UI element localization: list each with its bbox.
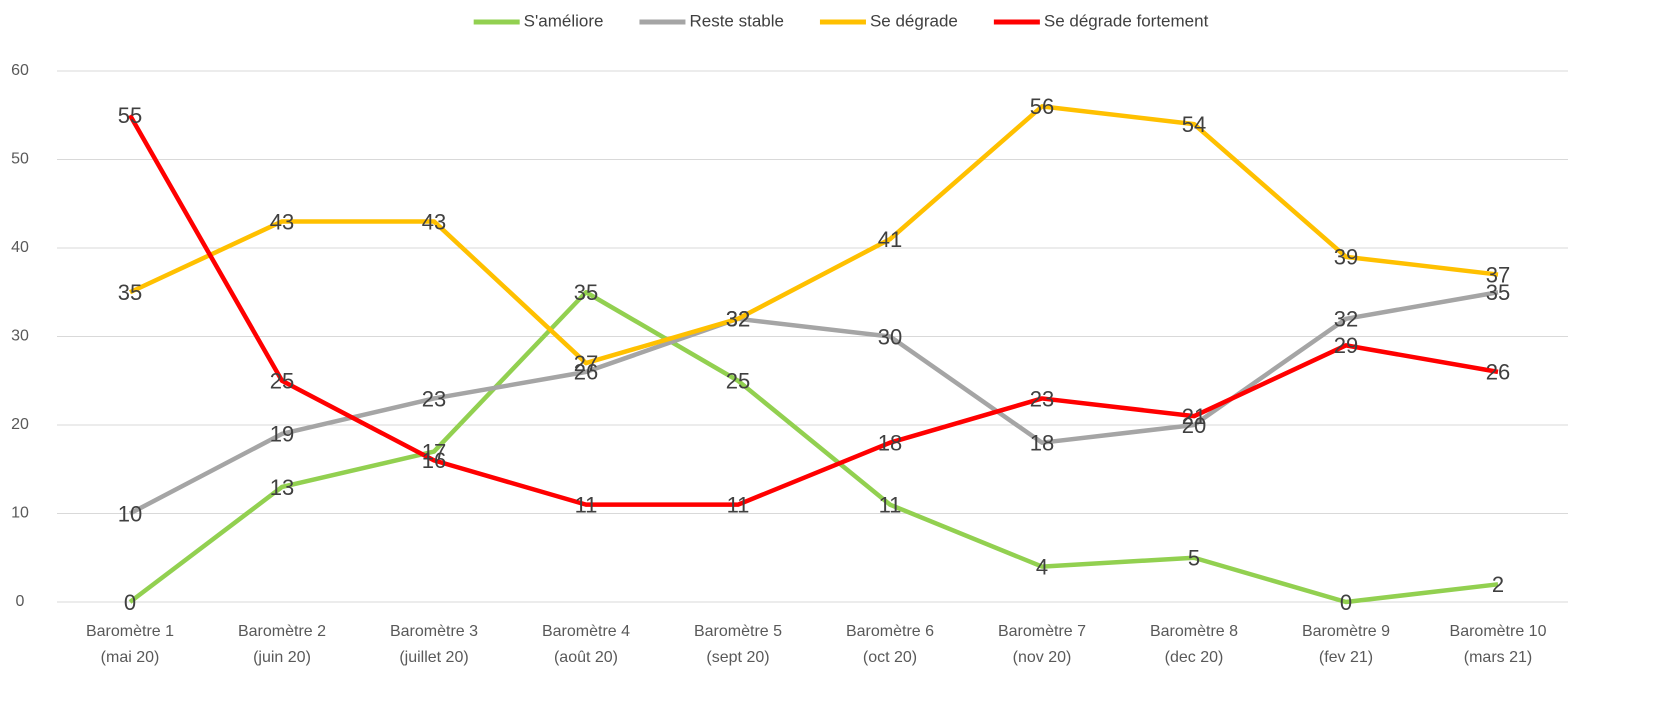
data-label: 37 <box>1486 262 1510 287</box>
data-label: 20 <box>1182 413 1206 438</box>
y-tick-label: 30 <box>11 328 29 345</box>
series-line <box>128 290 1499 516</box>
x-tick-label: (juillet 20) <box>399 649 468 666</box>
data-label: 0 <box>1340 590 1352 615</box>
data-label: 4 <box>1036 554 1048 579</box>
data-label: 32 <box>726 307 750 332</box>
data-label: 39 <box>1334 245 1358 270</box>
x-tick-label: (fev 21) <box>1319 649 1373 666</box>
x-tick-label: (sept 20) <box>706 649 769 666</box>
y-tick-label: 20 <box>11 416 29 433</box>
data-label: 32 <box>726 307 750 332</box>
data-label: 25 <box>270 369 294 394</box>
y-tick-label: 50 <box>11 151 29 168</box>
data-label: 43 <box>270 209 294 234</box>
legend: S'améliore Reste stable Se dégrade Se dégra… <box>473 11 1209 30</box>
x-tick-label: Baromètre 10 <box>1450 623 1547 640</box>
data-label: 23 <box>1030 386 1054 411</box>
data-label: 5 <box>1188 546 1200 571</box>
x-tick-label: (dec 20) <box>1165 649 1224 666</box>
data-label: 21 <box>1182 404 1206 429</box>
data-label: 11 <box>575 492 598 517</box>
x-tick-label: (juin 20) <box>253 649 311 666</box>
x-tick-label: Baromètre 2 <box>238 623 326 640</box>
legend-label: Reste stable <box>689 11 784 30</box>
y-tick-label: 10 <box>11 505 29 522</box>
x-tick-label: (mai 20) <box>101 649 160 666</box>
data-label: 0 <box>124 590 136 615</box>
y-tick-label: 0 <box>16 593 25 610</box>
data-label: 18 <box>1030 431 1054 456</box>
legend-label: Se dégrade <box>870 11 958 30</box>
data-label: 26 <box>574 360 598 385</box>
data-label: 29 <box>1334 333 1358 358</box>
data-label: 19 <box>270 422 294 447</box>
x-tick-label: Baromètre 7 <box>998 623 1086 640</box>
series-line <box>128 290 1499 605</box>
x-tick-label: Baromètre 9 <box>1302 623 1390 640</box>
series-line <box>129 104 1499 366</box>
x-tick-label: Baromètre 8 <box>1150 623 1238 640</box>
data-label: 16 <box>422 448 446 473</box>
data-label: 35 <box>574 280 598 305</box>
data-label: 35 <box>118 280 142 305</box>
x-tick-label: (oct 20) <box>863 649 917 666</box>
data-label: 11 <box>879 492 902 517</box>
data-label: 23 <box>422 386 446 411</box>
x-tick-label: (mars 21) <box>1464 649 1532 666</box>
data-label: 26 <box>1486 360 1510 385</box>
data-label: 43 <box>422 209 446 234</box>
data-label: 10 <box>118 501 142 526</box>
data-label: 25 <box>726 369 750 394</box>
data-label: 18 <box>878 431 902 456</box>
legend-label: S'améliore <box>524 11 604 30</box>
data-label: 17 <box>422 439 446 464</box>
x-tick-label: Baromètre 3 <box>390 623 478 640</box>
data-label: 11 <box>727 492 750 517</box>
series-line <box>128 114 1499 507</box>
data-label: 56 <box>1030 94 1054 119</box>
x-tick-label: (août 20) <box>554 649 618 666</box>
data-label: 13 <box>270 475 294 500</box>
x-tick-label: Baromètre 6 <box>846 623 934 640</box>
data-label: 41 <box>878 227 902 252</box>
legend-label: Se dégrade fortement <box>1044 11 1209 30</box>
data-label: 35 <box>1486 280 1510 305</box>
x-tick-label: (nov 20) <box>1013 649 1072 666</box>
data-label: 2 <box>1492 572 1504 597</box>
data-label: 27 <box>574 351 598 376</box>
x-tick-label: Baromètre 4 <box>542 623 630 640</box>
x-tick-label: Baromètre 1 <box>86 623 174 640</box>
y-tick-label: 60 <box>11 62 29 79</box>
data-label: 54 <box>1182 112 1206 137</box>
data-label: 32 <box>1334 307 1358 332</box>
x-tick-label: Baromètre 5 <box>694 623 782 640</box>
data-label: 55 <box>118 103 142 128</box>
data-label: 30 <box>878 324 902 349</box>
y-tick-label: 40 <box>11 239 29 256</box>
